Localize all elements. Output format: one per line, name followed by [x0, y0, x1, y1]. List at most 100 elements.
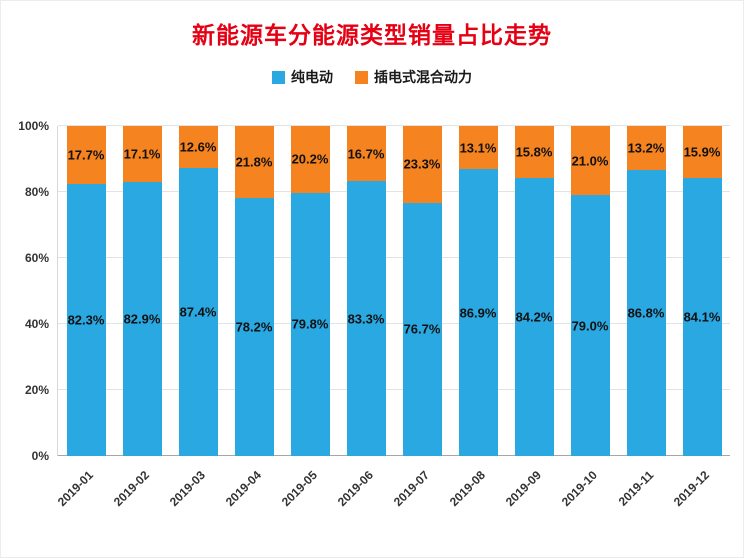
gridline [58, 125, 730, 126]
legend-item-plugin-hybrid: 插电式混合动力 [355, 67, 472, 87]
segment-plugin-hybrid: 13.1% [458, 126, 498, 170]
value-label-plugin-hybrid: 17.1% [123, 146, 161, 162]
segment-plugin-hybrid: 12.6% [178, 126, 218, 168]
x-tick-label: 2019-05 [278, 468, 320, 510]
value-label-pure-electric: 79.0% [571, 318, 609, 334]
stacked-bar-2019-11: 86.8% 13.2% [626, 126, 666, 456]
segment-pure-electric: 87.4% [178, 167, 218, 456]
stacked-bar-2019-08: 86.9% 13.1% [458, 126, 498, 456]
value-label-pure-electric: 78.2% [235, 319, 273, 335]
x-tick-label: 2019-06 [334, 468, 376, 510]
segment-pure-electric: 83.3% [346, 181, 386, 456]
value-label-plugin-hybrid: 16.7% [347, 146, 385, 162]
value-label-plugin-hybrid: 21.8% [235, 154, 273, 170]
segment-plugin-hybrid: 16.7% [346, 126, 386, 182]
segment-pure-electric: 76.7% [402, 202, 442, 456]
segment-plugin-hybrid: 21.0% [570, 126, 610, 196]
stacked-bar-2019-05: 79.8% 20.2% [290, 126, 330, 456]
value-label-pure-electric: 79.8% [291, 316, 329, 332]
y-tick-label: 80% [24, 185, 49, 199]
segment-plugin-hybrid: 20.2% [290, 126, 330, 193]
value-label-plugin-hybrid: 12.6% [179, 139, 217, 155]
x-label-cell: 2019-04 [223, 458, 274, 548]
x-tick-label: 2019-03 [166, 468, 208, 510]
value-label-plugin-hybrid: 13.1% [459, 140, 497, 156]
chart-plot: 0% 20% 40% 60% 80% 100% 82.3% 17.7% 82.9% 17.1% 87… [18, 119, 730, 463]
legend-swatch-blue-icon [272, 70, 285, 84]
value-label-plugin-hybrid: 23.3% [403, 156, 441, 172]
x-tick-label: 2019-01 [54, 468, 96, 510]
value-label-plugin-hybrid: 15.8% [515, 144, 553, 160]
legend-swatch-orange-icon [355, 70, 368, 84]
y-tick-label: 40% [24, 317, 49, 331]
x-axis-line [58, 455, 730, 456]
value-label-pure-electric: 84.2% [515, 309, 553, 325]
segment-pure-electric: 82.9% [122, 182, 162, 456]
y-tick-label: 60% [24, 251, 49, 265]
segment-pure-electric: 79.0% [570, 195, 610, 456]
x-tick-label: 2019-08 [446, 468, 488, 510]
value-label-pure-electric: 87.4% [179, 304, 217, 320]
segment-pure-electric: 86.8% [626, 169, 666, 456]
value-label-plugin-hybrid: 13.2% [627, 140, 665, 156]
gridline [58, 191, 730, 192]
x-label-cell: 2019-02 [111, 458, 162, 548]
segment-pure-electric: 78.2% [234, 197, 274, 456]
segment-plugin-hybrid: 17.1% [122, 126, 162, 183]
y-axis-line [57, 126, 58, 456]
legend-label-pure-electric: 纯电动 [291, 69, 333, 85]
x-tick-label: 2019-02 [110, 468, 152, 510]
segment-pure-electric: 86.9% [458, 169, 498, 456]
value-label-pure-electric: 83.3% [347, 311, 385, 327]
x-axis-labels: 2019-01 2019-02 2019-03 2019-04 2019-05 2019-… [55, 458, 730, 548]
value-label-pure-electric: 76.7% [403, 321, 441, 337]
value-label-plugin-hybrid: 15.9% [683, 144, 721, 160]
legend-label-plugin-hybrid: 插电式混合动力 [374, 69, 472, 85]
x-label-cell: 2019-08 [447, 458, 498, 548]
gridline [58, 323, 730, 324]
bars-container: 82.3% 17.7% 82.9% 17.1% 87.4% 12.6% 78.2% 21.8%… [58, 126, 730, 456]
x-label-cell: 2019-07 [391, 458, 442, 548]
x-label-cell: 2019-05 [279, 458, 330, 548]
x-label-cell: 2019-10 [559, 458, 610, 548]
x-label-cell: 2019-01 [55, 458, 106, 548]
value-label-pure-electric: 82.3% [67, 312, 105, 328]
x-tick-label: 2019-12 [670, 468, 712, 510]
x-tick-label: 2019-04 [222, 468, 264, 510]
x-tick-label: 2019-11 [615, 468, 656, 509]
x-label-cell: 2019-12 [671, 458, 722, 548]
stacked-bar-2019-12: 84.1% 15.9% [682, 126, 722, 456]
x-tick-label: 2019-10 [558, 468, 600, 510]
y-tick-label: 20% [24, 383, 49, 397]
x-label-cell: 2019-11 [615, 458, 666, 548]
stacked-bar-2019-10: 79.0% 21.0% [570, 126, 610, 456]
y-tick-label: 0% [31, 449, 49, 463]
chart-legend: 纯电动 插电式混合动力 [1, 67, 743, 87]
x-label-cell: 2019-06 [335, 458, 386, 548]
value-label-pure-electric: 86.8% [627, 305, 665, 321]
stacked-bar-2019-04: 78.2% 21.8% [234, 126, 274, 456]
segment-plugin-hybrid: 15.8% [514, 126, 554, 179]
x-label-cell: 2019-09 [503, 458, 554, 548]
value-label-plugin-hybrid: 21.0% [571, 153, 609, 169]
legend-item-pure-electric: 纯电动 [272, 67, 333, 87]
segment-plugin-hybrid: 15.9% [682, 126, 722, 179]
value-label-pure-electric: 82.9% [123, 311, 161, 327]
page-title: 新能源车分能源类型销量占比走势 [192, 22, 552, 48]
stacked-bar-2019-06: 83.3% 16.7% [346, 126, 386, 456]
value-label-pure-electric: 84.1% [683, 309, 721, 325]
segment-plugin-hybrid: 23.3% [402, 126, 442, 203]
stacked-bar-2019-01: 82.3% 17.7% [66, 126, 106, 456]
x-label-cell: 2019-03 [167, 458, 218, 548]
segment-pure-electric: 79.8% [290, 192, 330, 456]
y-tick-label: 100% [18, 119, 49, 133]
segment-plugin-hybrid: 13.2% [626, 126, 666, 170]
x-tick-label: 2019-07 [390, 468, 432, 510]
gridline [58, 389, 730, 390]
gridline [58, 257, 730, 258]
x-tick-label: 2019-09 [502, 468, 544, 510]
stacked-bar-2019-02: 82.9% 17.1% [122, 126, 162, 456]
value-label-pure-electric: 86.9% [459, 305, 497, 321]
segment-pure-electric: 82.3% [66, 184, 106, 456]
